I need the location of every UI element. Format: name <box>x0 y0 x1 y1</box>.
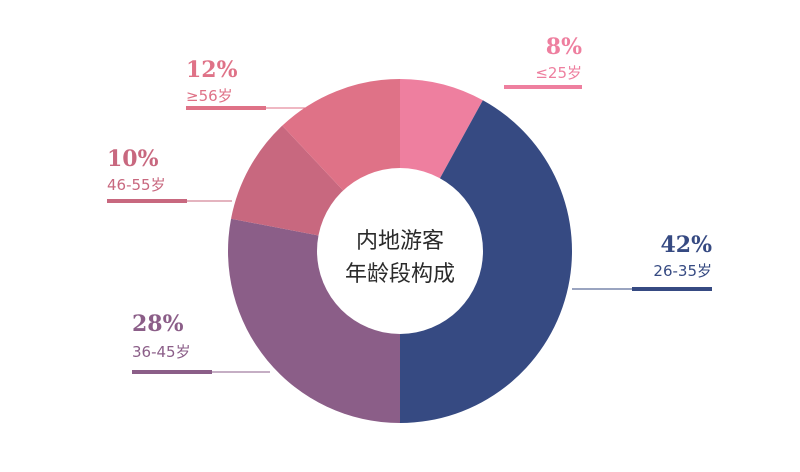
category-label-3: 36-45岁 <box>132 343 191 361</box>
labels-layer: 8% ≤25岁 42% 26-35岁 28% 36-45岁 10% 46-55岁 12% ≥56岁 <box>107 34 712 374</box>
chart-title-line-2: 年龄段构成 <box>345 262 455 287</box>
value-label-4: 10% <box>107 146 159 172</box>
category-label-2: 26-35岁 <box>653 262 712 280</box>
category-label-1: ≤25岁 <box>535 64 582 82</box>
value-label-1: 8% <box>546 34 582 60</box>
donut-hole <box>317 168 483 334</box>
category-label-5: ≥56岁 <box>186 87 233 105</box>
value-label-3: 28% <box>132 311 184 337</box>
chart-title-line-1: 内地游客 <box>356 229 444 254</box>
value-label-5: 12% <box>186 57 238 83</box>
category-label-4: 46-55岁 <box>107 176 166 194</box>
value-label-2: 42% <box>660 232 712 258</box>
